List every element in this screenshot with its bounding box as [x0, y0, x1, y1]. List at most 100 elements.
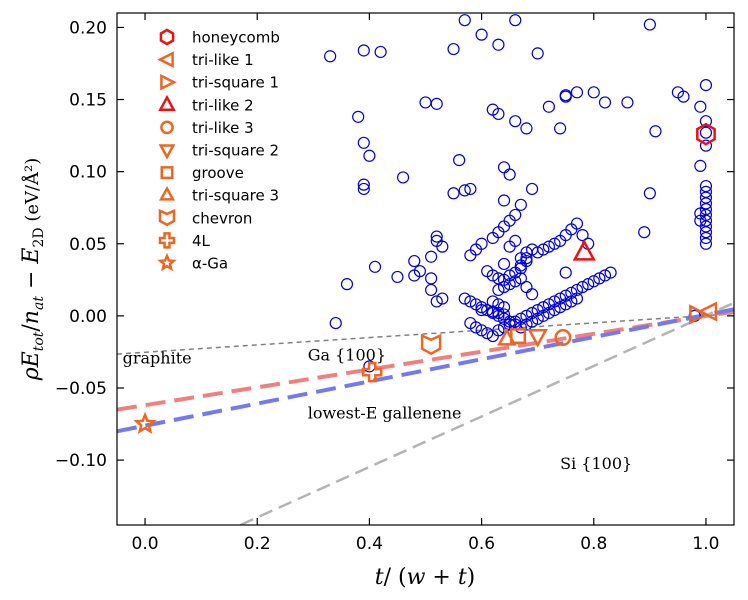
plot-frame — [116, 12, 735, 526]
data-point — [497, 280, 511, 294]
data-point — [509, 115, 522, 128]
data-point — [576, 229, 589, 242]
data-point — [469, 298, 483, 311]
data-point — [475, 237, 488, 250]
data-point — [352, 110, 365, 123]
data-point — [542, 100, 556, 113]
data-point — [593, 272, 606, 285]
data-point — [492, 38, 505, 51]
data-point — [520, 309, 533, 322]
data-point — [576, 280, 589, 294]
reference-line-3 — [239, 301, 734, 525]
legend-marker — [160, 166, 174, 180]
data-point — [694, 159, 707, 172]
background-points — [324, 14, 713, 373]
data-point — [486, 306, 499, 320]
y-tick-label: −0.05 — [55, 379, 107, 399]
data-point — [542, 298, 556, 311]
data-point — [329, 316, 342, 330]
marker-tri-square-3 — [497, 327, 517, 346]
data-point — [514, 312, 527, 325]
data-point — [458, 14, 471, 27]
data-point — [587, 86, 600, 99]
data-point — [357, 44, 370, 57]
data-point — [525, 306, 539, 320]
data-point — [497, 257, 511, 271]
data-point — [587, 275, 600, 288]
data-point — [520, 122, 533, 135]
legend-label: groove — [192, 164, 244, 182]
data-point — [598, 269, 612, 282]
legend-label: 4L — [192, 232, 211, 250]
data-point — [368, 260, 382, 273]
data-point — [509, 275, 522, 288]
data-point — [531, 47, 544, 60]
data-point — [509, 234, 522, 247]
data-point — [469, 321, 483, 334]
reference-line-0 — [117, 312, 734, 355]
legend-marker — [158, 185, 176, 201]
data-point — [447, 42, 460, 56]
legend-marker — [158, 94, 176, 111]
legend-marker — [160, 120, 174, 135]
line-annotations: graphite Ga {100} lowest-E gallenene Si {10… — [123, 346, 633, 473]
data-point — [582, 278, 595, 291]
marker-chevron — [420, 333, 442, 356]
data-point — [497, 194, 511, 207]
legend-label: tri-square 3 — [192, 187, 279, 205]
data-point — [340, 278, 354, 291]
legend-marker — [158, 144, 176, 160]
data-point — [554, 292, 567, 305]
legend-marker — [158, 208, 176, 227]
data-point — [419, 96, 432, 109]
data-point — [408, 254, 421, 268]
data-point — [598, 96, 612, 109]
legend-label: tri-like 1 — [192, 51, 254, 69]
data-point — [699, 185, 713, 198]
data-point — [509, 315, 522, 328]
data-point — [475, 28, 488, 41]
x-tick-label: 0.2 — [244, 534, 271, 554]
data-point — [514, 272, 527, 285]
data-point — [436, 292, 449, 305]
legend-label: chevron — [192, 209, 252, 227]
legend-label: tri-like 2 — [192, 96, 254, 114]
data-point — [391, 270, 404, 284]
data-point — [531, 246, 544, 259]
data-point — [525, 288, 539, 301]
data-point — [481, 327, 494, 340]
data-point — [520, 252, 533, 265]
data-point — [503, 278, 516, 291]
data-point — [464, 295, 477, 308]
data-point — [638, 226, 651, 239]
data-point — [436, 240, 449, 253]
data-point — [453, 154, 466, 167]
annotation-label: graphite — [123, 348, 192, 367]
data-point — [357, 182, 370, 196]
legend-label: honeycomb — [192, 29, 280, 47]
data-point — [408, 269, 421, 282]
annotation-label: lowest-E gallenene — [308, 403, 462, 422]
legend-marker — [160, 73, 177, 91]
y-tick-label: 0.00 — [69, 307, 107, 327]
legend-label: tri-like 3 — [192, 119, 254, 137]
legend-marker — [159, 28, 175, 46]
data-point — [604, 266, 617, 279]
data-point — [464, 182, 477, 196]
x-axis-label: t/ (w + t) — [375, 565, 476, 590]
marker-tri-like-1 — [696, 301, 718, 322]
data-point — [492, 324, 505, 337]
legend-label: α-Ga — [192, 255, 228, 273]
data-point — [699, 139, 713, 152]
reference-lines — [117, 301, 734, 525]
data-point — [481, 304, 494, 317]
data-point — [425, 272, 438, 285]
data-point — [531, 304, 544, 317]
data-point — [503, 318, 516, 331]
legend-marker — [157, 51, 174, 68]
data-point — [520, 280, 533, 294]
data-point — [497, 321, 511, 334]
data-point — [357, 136, 370, 149]
axis-ticks: 0.0 0.2 0.4 0.6 0.8 1.0 −0.10 −0.05 0.00 0.05 0.10… — [55, 13, 734, 554]
